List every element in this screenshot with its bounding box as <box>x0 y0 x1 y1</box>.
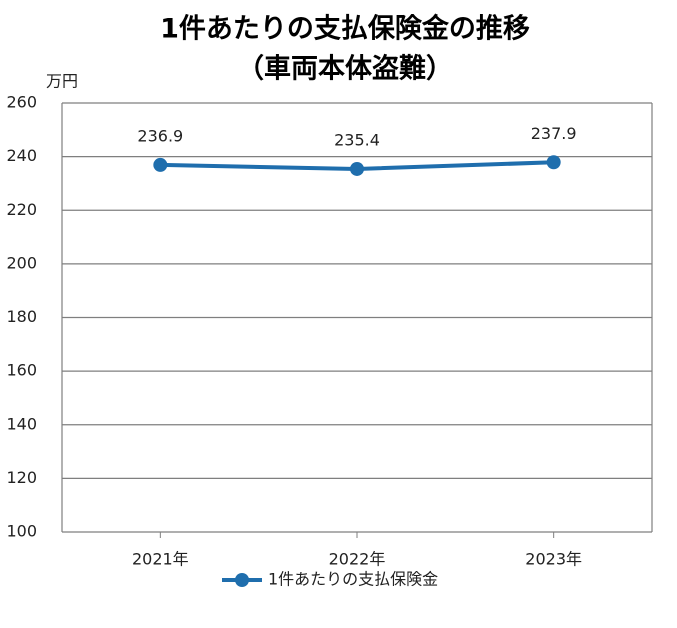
y-unit: 万円 <box>46 72 78 91</box>
y-tick-label: 160 <box>6 361 37 380</box>
y-tick-label: 240 <box>6 146 37 165</box>
y-tick-label: 260 <box>6 93 37 112</box>
y-tick-label: 120 <box>6 468 37 487</box>
y-tick-label: 180 <box>6 307 37 326</box>
legend-marker <box>235 573 249 587</box>
marker <box>153 157 168 172</box>
data-label: 237.9 <box>531 124 577 143</box>
x-tick-label: 2023年 <box>525 550 582 569</box>
y-tick-label: 220 <box>6 200 37 219</box>
chart-title: 1件あたりの支払保険金の推移 <box>160 13 530 45</box>
marker <box>350 161 364 176</box>
data-label: 235.4 <box>334 130 380 149</box>
y-tick-label: 140 <box>6 414 37 433</box>
x-tick-label: 2022年 <box>329 550 386 569</box>
chart-subtitle: （車両本体盗難） <box>237 54 453 85</box>
x-tick-label: 2021年 <box>132 550 189 569</box>
data-label: 236.9 <box>137 126 183 145</box>
y-tick-label: 200 <box>6 253 37 272</box>
marker <box>546 155 561 170</box>
legend-label: 1件あたりの支払保険金 <box>268 570 438 589</box>
y-tick-label: 100 <box>6 522 37 541</box>
